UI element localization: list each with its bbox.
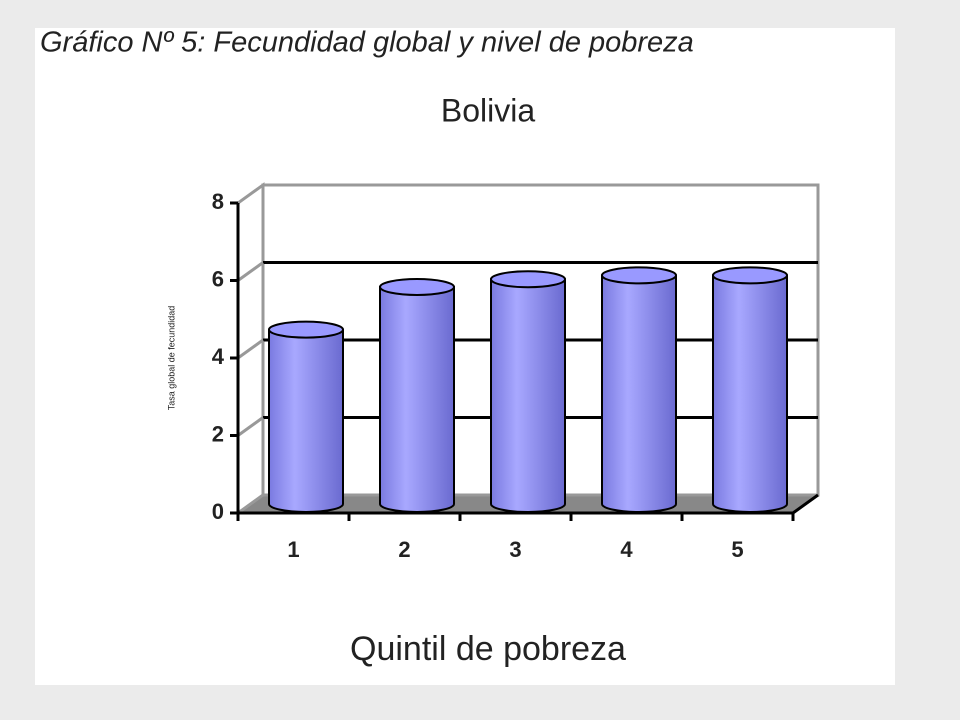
bar-part <box>490 278 566 513</box>
x-tick-label: 3 <box>509 537 521 562</box>
x-axis-label: Quintil de pobreza <box>350 630 626 668</box>
bar-part <box>601 274 677 513</box>
x-tick-label: 2 <box>398 537 410 562</box>
bar-part <box>712 266 788 285</box>
chart-title: Gráfico Nº 5: Fecundidad global y nivel … <box>40 27 694 59</box>
x-tick-label: 1 <box>287 537 299 562</box>
y-axis-label: Tasa global de fecundidad <box>166 306 176 411</box>
bar-part <box>490 270 566 289</box>
chart-subtitle: Bolivia <box>441 92 535 128</box>
bar <box>268 320 344 513</box>
x-tick-label: 5 <box>731 537 743 562</box>
y-tick-label: 0 <box>212 499 224 524</box>
grid-line-side <box>237 338 264 360</box>
y-tick-label: 8 <box>212 189 224 214</box>
bar-part <box>712 274 788 513</box>
y-tick-label: 4 <box>212 344 225 369</box>
bar-part <box>601 266 677 285</box>
y-tick-label: 6 <box>212 266 224 291</box>
bar <box>712 266 788 513</box>
bar-part <box>268 328 344 513</box>
bar <box>379 278 455 513</box>
bar <box>490 270 566 513</box>
bar-part <box>379 286 455 513</box>
y-tick-label: 2 <box>212 421 224 446</box>
grid-line-side <box>237 261 264 282</box>
bar-part <box>268 320 344 339</box>
bar-part <box>379 278 455 296</box>
grid-line-side <box>237 416 264 437</box>
bar <box>601 266 677 513</box>
floor-edge <box>792 493 819 515</box>
x-tick-label: 4 <box>620 537 633 562</box>
